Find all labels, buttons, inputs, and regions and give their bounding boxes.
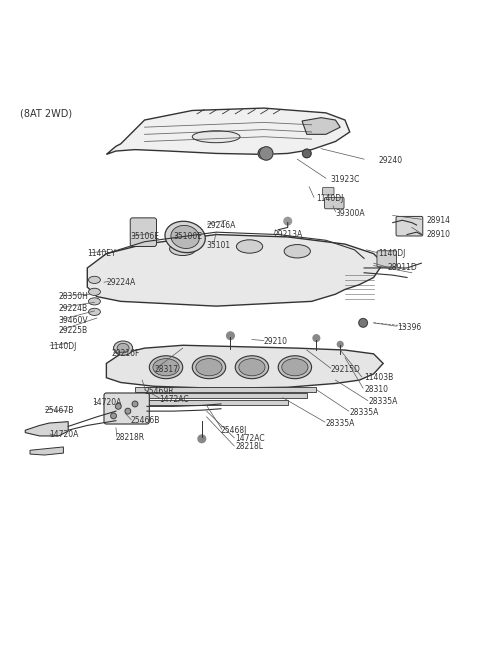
Text: 11403B: 11403B <box>364 373 393 382</box>
Text: 1140DJ: 1140DJ <box>49 342 76 351</box>
Circle shape <box>302 149 311 158</box>
Circle shape <box>111 413 116 418</box>
Text: 28911D: 28911D <box>388 263 418 273</box>
Ellipse shape <box>88 277 100 284</box>
Text: 28310: 28310 <box>364 385 388 394</box>
Bar <box>135 400 288 405</box>
Ellipse shape <box>88 288 100 296</box>
Text: 28350H: 28350H <box>59 292 88 301</box>
Text: 28335A: 28335A <box>350 408 379 416</box>
Text: 35100E: 35100E <box>173 232 202 242</box>
FancyBboxPatch shape <box>324 197 344 209</box>
Text: 1472AC: 1472AC <box>235 434 265 444</box>
Ellipse shape <box>196 358 222 376</box>
Polygon shape <box>302 117 340 135</box>
Text: 29246A: 29246A <box>206 220 236 230</box>
Text: 35101: 35101 <box>206 240 231 249</box>
Ellipse shape <box>237 240 263 253</box>
Text: 28218L: 28218L <box>235 442 263 451</box>
Text: 25468J: 25468J <box>221 426 247 435</box>
Bar <box>135 387 316 391</box>
Text: 35106E: 35106E <box>130 232 159 242</box>
Ellipse shape <box>165 221 205 253</box>
Text: 39300A: 39300A <box>336 209 365 218</box>
Text: 29224B: 29224B <box>59 304 88 313</box>
Ellipse shape <box>153 358 179 376</box>
Ellipse shape <box>117 343 129 353</box>
Text: 28218R: 28218R <box>116 433 145 442</box>
Circle shape <box>284 217 291 225</box>
Ellipse shape <box>114 341 132 355</box>
Ellipse shape <box>239 358 265 376</box>
Circle shape <box>359 319 367 327</box>
Ellipse shape <box>88 298 100 305</box>
Circle shape <box>260 147 273 160</box>
Ellipse shape <box>192 356 226 379</box>
Circle shape <box>258 148 270 159</box>
Text: 1140DJ: 1140DJ <box>316 194 344 203</box>
Circle shape <box>313 335 320 341</box>
Ellipse shape <box>282 358 308 376</box>
Ellipse shape <box>235 356 269 379</box>
Text: 14720A: 14720A <box>92 398 121 407</box>
Bar <box>135 393 307 398</box>
Text: 28335A: 28335A <box>326 418 355 428</box>
Text: 14720A: 14720A <box>49 430 79 440</box>
FancyBboxPatch shape <box>396 216 423 236</box>
Ellipse shape <box>149 356 183 379</box>
Text: 25467B: 25467B <box>44 406 74 414</box>
Ellipse shape <box>278 356 312 379</box>
Circle shape <box>198 435 205 443</box>
Text: 1472AC: 1472AC <box>159 395 189 404</box>
Text: 29215D: 29215D <box>331 364 360 374</box>
FancyBboxPatch shape <box>323 187 334 195</box>
Circle shape <box>227 332 234 339</box>
Text: 29210: 29210 <box>264 337 288 346</box>
Polygon shape <box>30 447 63 455</box>
Text: 1140EY: 1140EY <box>87 249 116 258</box>
Text: 25466B: 25466B <box>130 416 160 425</box>
Text: 31923C: 31923C <box>331 175 360 184</box>
Polygon shape <box>107 108 350 154</box>
FancyBboxPatch shape <box>130 218 156 246</box>
Ellipse shape <box>171 226 199 249</box>
Text: 29224A: 29224A <box>107 278 136 287</box>
Text: 28914: 28914 <box>426 216 450 225</box>
Polygon shape <box>87 234 383 306</box>
Circle shape <box>116 403 121 409</box>
Text: 29213A: 29213A <box>274 230 303 239</box>
Text: 29240: 29240 <box>378 156 403 165</box>
FancyBboxPatch shape <box>377 251 396 267</box>
Text: 29225B: 29225B <box>59 327 88 335</box>
Ellipse shape <box>88 308 100 315</box>
Ellipse shape <box>192 131 240 143</box>
Circle shape <box>132 401 138 407</box>
Polygon shape <box>25 422 68 436</box>
Text: 29216F: 29216F <box>111 349 140 358</box>
Ellipse shape <box>284 245 311 258</box>
FancyBboxPatch shape <box>104 393 149 424</box>
Circle shape <box>337 341 343 347</box>
Text: 1140DJ: 1140DJ <box>378 249 406 258</box>
Text: 13396: 13396 <box>397 323 422 332</box>
Circle shape <box>125 409 131 414</box>
Ellipse shape <box>169 242 196 255</box>
Text: 39460V: 39460V <box>59 316 88 325</box>
Polygon shape <box>107 345 383 388</box>
Text: 28317: 28317 <box>154 364 178 374</box>
Text: 25469R: 25469R <box>144 387 174 395</box>
Text: 28335A: 28335A <box>369 397 398 406</box>
Text: 28910: 28910 <box>426 230 450 239</box>
Text: (8AT 2WD): (8AT 2WD) <box>21 108 72 118</box>
